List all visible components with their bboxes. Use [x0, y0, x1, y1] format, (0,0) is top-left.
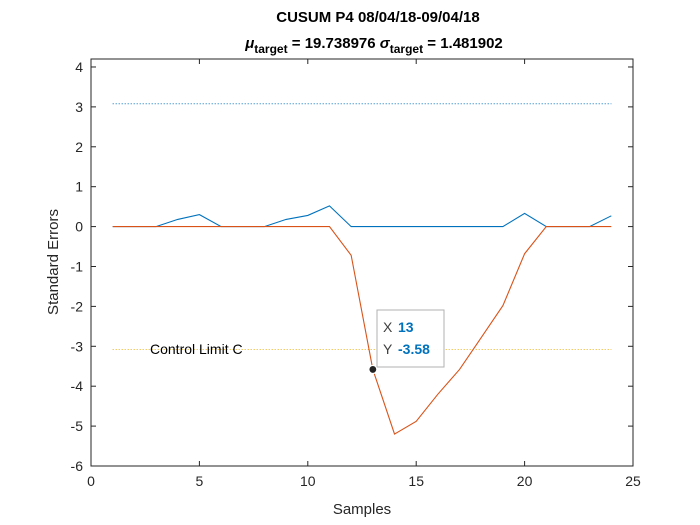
y-tick-label: -4 — [71, 378, 84, 394]
data-tip-y-key: Y — [383, 341, 393, 357]
plot-area — [90, 58, 634, 467]
control-limits — [112, 103, 612, 350]
y-tick-label: -1 — [71, 258, 84, 274]
data-tip-x-value: 13 — [398, 319, 414, 335]
data-tip-box — [376, 309, 445, 368]
y-tick-label: 3 — [75, 99, 83, 115]
x-tick-label: 25 — [625, 473, 641, 489]
y-tick-label: -2 — [71, 298, 84, 314]
series-lines — [112, 205, 612, 435]
data-tip-y-value: -3.58 — [398, 341, 430, 357]
sigma-value: = 1.481902 — [423, 35, 503, 52]
y-tick-label: 2 — [75, 139, 83, 155]
y-tick-label: -6 — [71, 458, 84, 474]
axis-ticks: 0 5 10 15 20 25 -6 -5 -4 -3 -2 -1 0 1 2 3 4 — [71, 59, 641, 489]
y-tick-label: 0 — [75, 219, 83, 235]
y-tick-label: -3 — [71, 338, 84, 354]
sigma-symbol: σ — [380, 35, 391, 52]
x-tick-label: 15 — [408, 473, 424, 489]
chart-subtitle: μtarget = 19.738976 σtarget = 1.481902 — [244, 35, 503, 56]
y-tick-label: -5 — [71, 418, 84, 434]
data-tip-point[interactable] — [368, 364, 378, 375]
y-tick-label: 1 — [75, 179, 83, 195]
chart-title: CUSUM P4 08/04/18-09/04/18 — [276, 9, 479, 26]
control-limit-label: Control Limit C — [150, 341, 243, 357]
x-axis-label: Samples — [333, 501, 391, 518]
lower-cusum-line — [112, 226, 612, 435]
y-tick-label: 4 — [75, 59, 83, 75]
mu-value: = 19.738976 — [288, 35, 380, 52]
upper-cusum-line — [112, 205, 612, 228]
x-tick-label: 5 — [196, 473, 204, 489]
y-axis-label: Standard Errors — [45, 209, 62, 315]
x-tick-label: 10 — [300, 473, 316, 489]
data-tip-x-key: X — [383, 319, 393, 335]
sigma-subscript: target — [390, 42, 423, 56]
mu-subscript: target — [254, 42, 287, 56]
x-tick-label: 0 — [87, 473, 95, 489]
data-tip[interactable]: X 13 Y -3.58 — [376, 309, 445, 368]
x-tick-label: 20 — [517, 473, 533, 489]
mu-symbol: μ — [244, 35, 254, 52]
